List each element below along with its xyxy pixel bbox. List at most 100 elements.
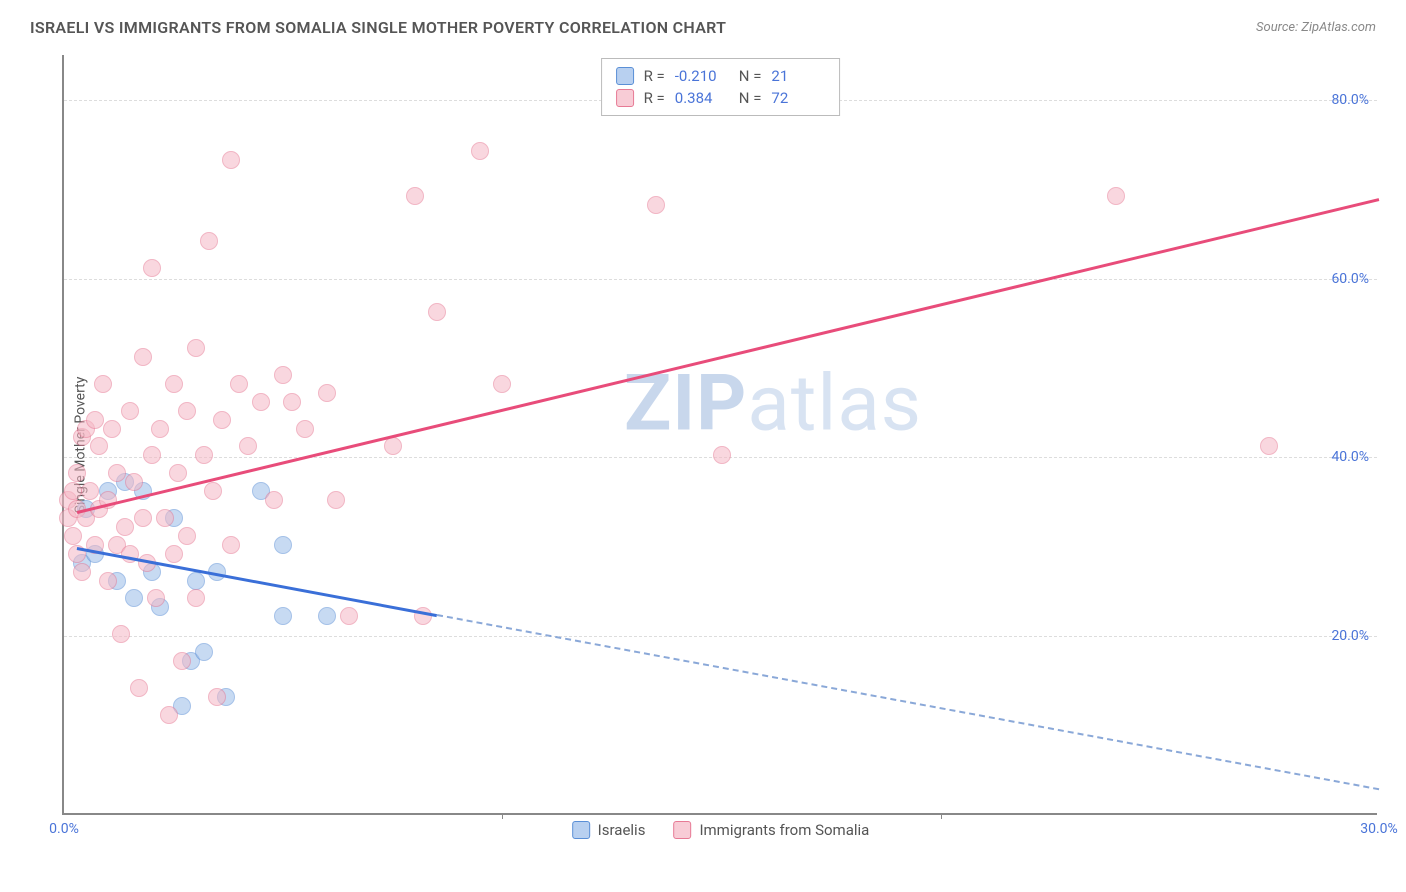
scatter-point [125,473,143,491]
scatter-point [327,491,345,509]
x-tick-label: 30.0% [1360,821,1398,837]
scatter-point [134,348,152,366]
scatter-point [296,420,314,438]
gridline [64,279,1377,280]
r-value-0: -0.210 [675,67,729,85]
scatter-point [68,464,86,482]
gridline [64,636,1377,637]
legend-label-0: Israelis [598,821,646,839]
chart-container: Single Mother Poverty ZIPatlas R = -0.21… [50,55,1390,835]
scatter-point [108,464,126,482]
scatter-point [213,411,231,429]
legend-item-1: Immigrants from Somalia [673,821,869,839]
scatter-point [151,420,169,438]
r-value-1: 0.384 [675,89,729,107]
legend-item-0: Israelis [572,821,646,839]
watermark-light: atlas [747,358,922,449]
scatter-point [130,679,148,697]
stats-legend-box: R = -0.210 N = 21 R = 0.384 N = 72 [601,58,841,116]
scatter-point [195,643,213,661]
n-label: N = [739,67,762,85]
legend-label-1: Immigrants from Somalia [699,821,869,839]
y-tick-label: 60.0% [1331,271,1369,287]
scatter-point [647,196,665,214]
scatter-point [143,259,161,277]
scatter-point [222,536,240,554]
y-tick-label: 80.0% [1331,92,1369,108]
r-label: R = [644,89,665,107]
scatter-point [340,607,358,625]
scatter-point [230,375,248,393]
scatter-point [64,482,82,500]
n-label: N = [739,89,762,107]
scatter-point [208,688,226,706]
n-value-0: 21 [771,67,825,85]
watermark: ZIPatlas [624,358,922,449]
scatter-point [1260,437,1278,455]
scatter-point [143,446,161,464]
scatter-point [81,482,99,500]
scatter-point [112,625,130,643]
scatter-point [187,339,205,357]
scatter-point [156,509,174,527]
scatter-point [274,366,292,384]
scatter-point [222,151,240,169]
scatter-point [103,420,121,438]
scatter-point [265,491,283,509]
scatter-point [125,589,143,607]
scatter-point [160,706,178,724]
scatter-point [134,509,152,527]
page-title: ISRAELI VS IMMIGRANTS FROM SOMALIA SINGL… [30,18,726,37]
x-tick-label: 0.0% [49,821,79,837]
scatter-point [165,545,183,563]
scatter-point [428,303,446,321]
scatter-point [173,652,191,670]
scatter-point [1107,187,1125,205]
scatter-point [713,446,731,464]
scatter-point [239,437,257,455]
scatter-point [471,142,489,160]
scatter-point [200,232,218,250]
scatter-point [165,375,183,393]
y-tick-label: 40.0% [1331,449,1369,465]
stats-row-1: R = 0.384 N = 72 [616,87,826,109]
swatch-icon [673,821,691,839]
scatter-point [147,589,165,607]
scatter-point [121,402,139,420]
header: ISRAELI VS IMMIGRANTS FROM SOMALIA SINGL… [0,0,1406,47]
r-label: R = [644,67,665,85]
swatch-icon [572,821,590,839]
scatter-point [90,437,108,455]
scatter-point [274,607,292,625]
scatter-point [204,482,222,500]
n-value-1: 72 [771,89,825,107]
plot-area: ZIPatlas R = -0.210 N = 21 R = 0.384 N =… [62,55,1377,815]
scatter-point [187,572,205,590]
watermark-bold: ZIP [624,358,747,449]
trend-line [436,614,1379,791]
source-label: Source: ZipAtlas.com [1256,20,1376,35]
scatter-point [318,607,336,625]
trend-line [77,198,1379,513]
scatter-point [178,402,196,420]
scatter-point [169,464,187,482]
bottom-legend: Israelis Immigrants from Somalia [572,821,870,839]
scatter-point [94,375,112,393]
x-tick-mark [941,813,942,819]
scatter-point [86,411,104,429]
scatter-point [493,375,511,393]
scatter-point [178,527,196,545]
scatter-point [195,446,213,464]
y-tick-label: 20.0% [1331,628,1369,644]
scatter-point [274,536,292,554]
scatter-point [406,187,424,205]
scatter-point [252,393,270,411]
scatter-point [283,393,301,411]
swatch-icon [616,89,634,107]
stats-row-0: R = -0.210 N = 21 [616,65,826,87]
scatter-point [384,437,402,455]
x-tick-mark [502,813,503,819]
scatter-point [73,563,91,581]
scatter-point [64,527,82,545]
scatter-point [187,589,205,607]
